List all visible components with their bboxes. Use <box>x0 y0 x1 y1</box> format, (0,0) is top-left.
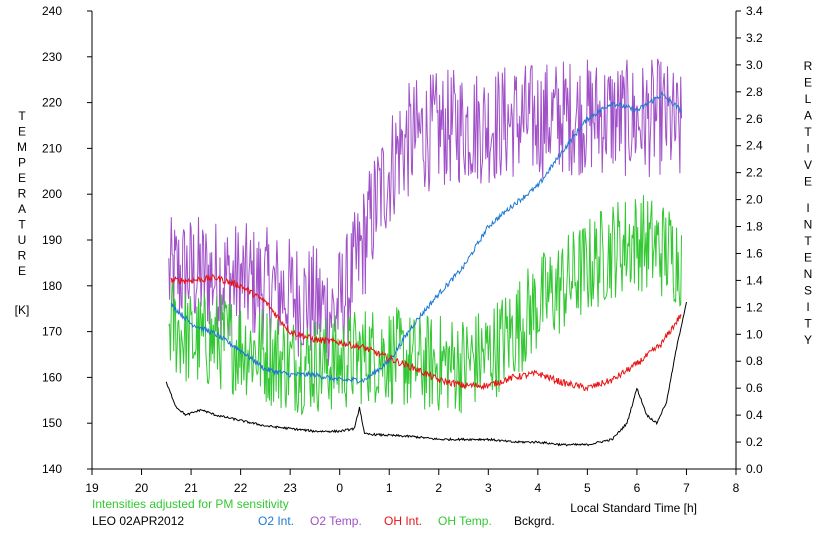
left-axis-label-letter: U <box>18 233 27 247</box>
left-tick-label: 170 <box>42 325 62 339</box>
right-tick-label: 3.4 <box>746 4 763 18</box>
left-axis-label-letter: R <box>18 249 27 263</box>
left-axis-label-letter: P <box>18 156 26 170</box>
note-text: Intensities adjusted for PM sensitivity <box>92 497 289 511</box>
right-axis-label-letter: T <box>804 125 812 139</box>
right-tick-label: 0.4 <box>746 408 763 422</box>
series-line-oh-temp <box>168 195 682 416</box>
left-tick-label: 240 <box>42 4 62 18</box>
x-tick-label: 21 <box>184 481 198 495</box>
x-tick-label: 23 <box>283 481 297 495</box>
series-line-o2-temp <box>168 58 682 367</box>
right-axis-label-letter: E <box>804 175 812 189</box>
right-tick-label: 0.8 <box>746 354 763 368</box>
left-tick-label: 220 <box>42 96 62 110</box>
x-tick-label: 7 <box>683 481 690 495</box>
right-axis-label-letter: R <box>804 59 813 73</box>
right-tick-label: 3.2 <box>746 31 763 45</box>
right-axis-label-letter: N <box>804 218 813 232</box>
legend-entry: Bckgrd. <box>514 514 555 528</box>
left-tick-label: 160 <box>42 370 62 384</box>
left-tick-label: 180 <box>42 279 62 293</box>
right-tick-label: 1.8 <box>746 220 763 234</box>
right-tick-label: 2.4 <box>746 139 763 153</box>
right-tick-label: 2.2 <box>746 166 763 180</box>
series-line-o2-int <box>170 91 682 384</box>
left-axis-label-letter: E <box>18 264 26 278</box>
series-layer <box>165 58 687 447</box>
left-axis-label-letter: T <box>18 218 26 232</box>
right-axis-label-letter: T <box>804 317 812 331</box>
label-layer: 1401501601701801902002102202302400.00.20… <box>15 4 813 528</box>
left-tick-label: 150 <box>42 416 62 430</box>
x-tick-label: 22 <box>234 481 248 495</box>
right-axis-label-letter: L <box>805 92 812 106</box>
series-line-bckgrd <box>165 301 687 447</box>
left-tick-label: 190 <box>42 233 62 247</box>
right-tick-label: 0.2 <box>746 435 763 449</box>
right-tick-label: 1.4 <box>746 273 763 287</box>
right-axis-label-letter: I <box>806 142 809 156</box>
left-axis-label-letter: T <box>18 109 26 123</box>
left-tick-label: 210 <box>42 141 62 155</box>
right-tick-label: 1.2 <box>746 300 763 314</box>
right-axis-label-letter: E <box>804 76 812 90</box>
station-label: LEO 02APR2012 <box>92 514 184 528</box>
x-tick-label: 0 <box>336 481 343 495</box>
x-tick-label: 2 <box>435 481 442 495</box>
right-tick-label: 2.0 <box>746 193 763 207</box>
left-axis-label-letter: E <box>18 171 26 185</box>
left-axis-label-letter: A <box>18 202 26 216</box>
legend-entry: O2 Int. <box>258 514 294 528</box>
x-tick-label: 19 <box>85 481 99 495</box>
left-tick-label: 230 <box>42 50 62 64</box>
right-tick-label: 1.6 <box>746 246 763 260</box>
right-tick-label: 3.0 <box>746 58 763 72</box>
right-tick-label: 0.0 <box>746 462 763 476</box>
right-axis-label-letter: I <box>806 201 809 215</box>
right-axis-label-letter: T <box>804 234 812 248</box>
left-axis-label-letter: E <box>18 125 26 139</box>
left-tick-label: 140 <box>42 462 62 476</box>
x-axis-label: Local Standard Time [h] <box>570 501 697 515</box>
legend-entry: OH Int. <box>384 514 422 528</box>
x-tick-label: 6 <box>634 481 641 495</box>
x-tick-label: 8 <box>733 481 740 495</box>
right-axis-label-letter: E <box>804 251 812 265</box>
left-tick-label: 200 <box>42 187 62 201</box>
series-line-oh-int <box>170 273 682 392</box>
left-axis-label-letter: M <box>17 140 27 154</box>
right-axis-label-letter: A <box>804 109 812 123</box>
left-axis-label-letter: R <box>18 187 27 201</box>
legend-entry: OH Temp. <box>438 514 492 528</box>
x-tick-label: 1 <box>386 481 393 495</box>
x-tick-label: 3 <box>485 481 492 495</box>
right-tick-label: 1.0 <box>746 327 763 341</box>
right-tick-label: 0.6 <box>746 381 763 395</box>
right-axis-label-letter: I <box>806 300 809 314</box>
legend-entry: O2 Temp. <box>310 514 362 528</box>
x-tick-label: 20 <box>135 481 149 495</box>
x-tick-label: 4 <box>535 481 542 495</box>
right-axis-label-letter: S <box>804 284 812 298</box>
x-tick-label: 5 <box>584 481 591 495</box>
right-tick-label: 2.8 <box>746 85 763 99</box>
axis-layer <box>87 10 741 475</box>
right-axis-label-letter: N <box>804 267 813 281</box>
right-tick-label: 2.6 <box>746 112 763 126</box>
right-axis-label-letter: Y <box>804 333 812 347</box>
left-axis-unit: [K] <box>15 303 30 317</box>
right-axis-label-letter: V <box>804 158 812 172</box>
